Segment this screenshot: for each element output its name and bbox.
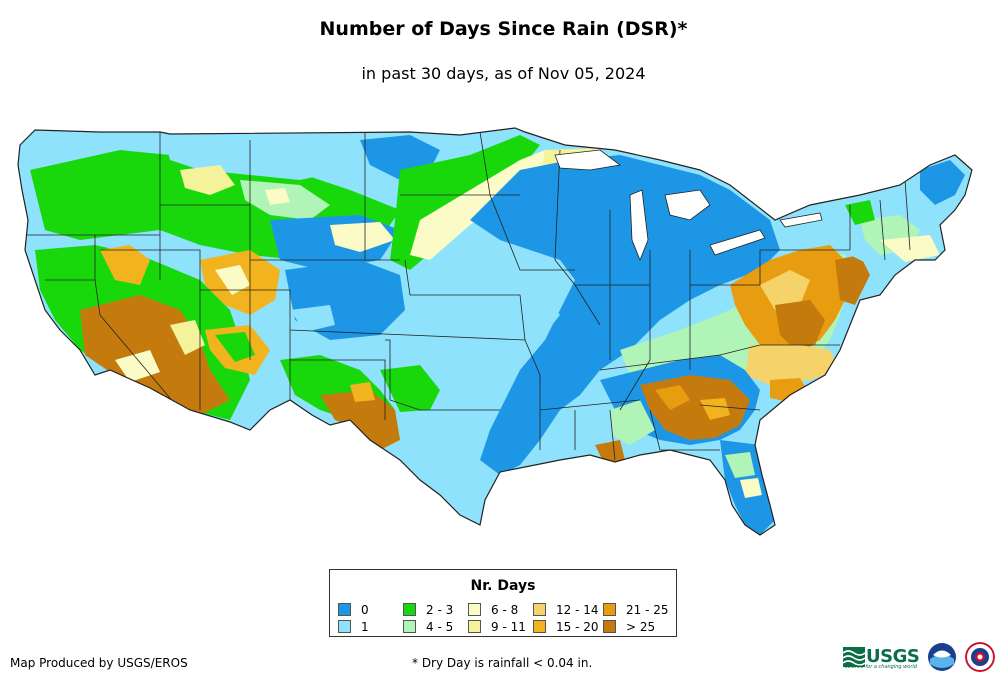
legend-swatch	[403, 603, 416, 616]
legend-swatch	[533, 620, 546, 633]
legend-swatch	[603, 620, 616, 633]
noaa-seal-icon	[928, 643, 956, 671]
legend-swatch	[468, 603, 481, 616]
legend-item: 0	[338, 602, 403, 617]
legend-item: 9 - 11	[468, 619, 533, 634]
legend-item: > 25	[603, 619, 673, 634]
agency-logos: USGS science for a changing world	[843, 640, 1003, 680]
legend-swatch	[533, 603, 546, 616]
map-credit: Map Produced by USGS/EROS	[10, 656, 188, 670]
legend-label: 6 - 8	[491, 602, 519, 617]
legend-grid: 0 2 - 3 6 - 8 12 - 14 21 - 25 1 4 - 5 9 - 11 15 …	[338, 602, 674, 634]
usgs-tagline: science for a changing world	[845, 664, 917, 670]
legend-swatch	[403, 620, 416, 633]
legend-label: 0	[361, 602, 369, 617]
legend-title: Nr. Days	[470, 578, 536, 594]
legend-item: 15 - 20	[533, 619, 603, 634]
legend-swatch	[603, 603, 616, 616]
map-title: Number of Days Since Rain (DSR)*	[319, 18, 688, 40]
usgs-wave-icon	[843, 646, 865, 667]
legend-swatch	[468, 620, 481, 633]
legend-label: 12 - 14	[556, 602, 599, 617]
national-weather-service-seal-icon	[965, 642, 995, 672]
legend: Nr. Days 0 2 - 3 6 - 8 12 - 14 21 - 25 1 4 - 5…	[329, 569, 677, 637]
usgs-wordmark: USGS	[866, 646, 920, 667]
map-subtitle: in past 30 days, as of Nov 05, 2024	[361, 64, 646, 83]
legend-label: 9 - 11	[491, 619, 526, 634]
legend-label: 1	[361, 619, 369, 634]
legend-swatch	[338, 603, 351, 616]
legend-item: 1	[338, 619, 403, 634]
legend-item: 2 - 3	[403, 602, 468, 617]
legend-item: 21 - 25	[603, 602, 673, 617]
legend-label: > 25	[626, 619, 656, 634]
legend-item: 12 - 14	[533, 602, 603, 617]
legend-label: 15 - 20	[556, 619, 599, 634]
legend-label: 21 - 25	[626, 602, 669, 617]
legend-swatch	[338, 620, 351, 633]
legend-item: 6 - 8	[468, 602, 533, 617]
legend-item: 4 - 5	[403, 619, 468, 634]
dry-day-footnote: * Dry Day is rainfall < 0.04 in.	[412, 656, 593, 670]
legend-label: 4 - 5	[426, 619, 454, 634]
legend-label: 2 - 3	[426, 602, 454, 617]
conus-dsr-map	[17, 127, 973, 536]
usgs-logo: USGS	[843, 646, 920, 667]
